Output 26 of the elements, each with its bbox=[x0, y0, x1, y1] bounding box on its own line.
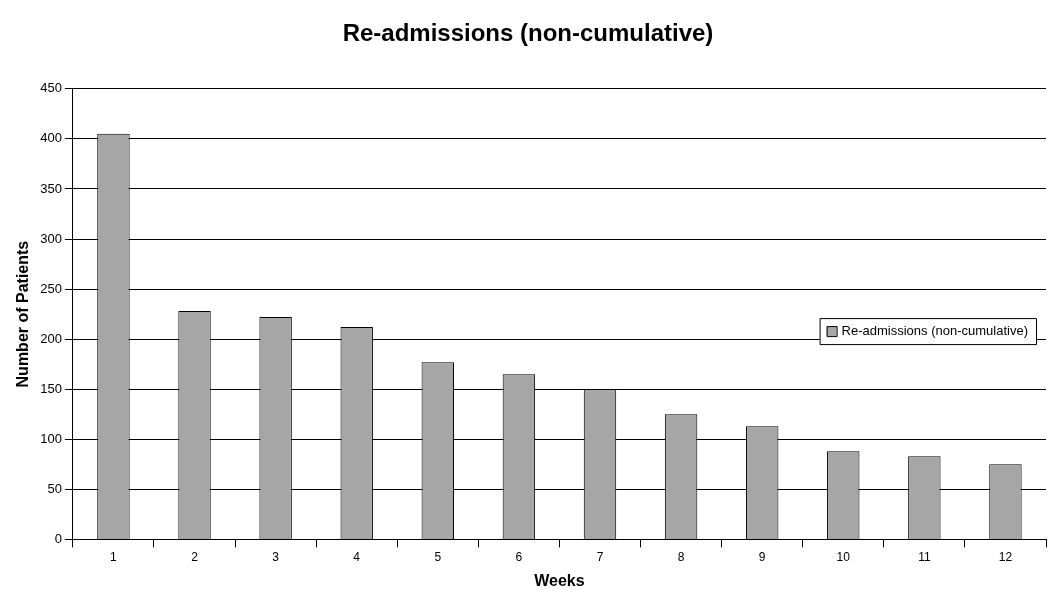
x-tick-label: 10 bbox=[836, 549, 851, 564]
x-tick-label: 1 bbox=[110, 549, 118, 564]
x-tick-label: 7 bbox=[596, 549, 604, 564]
x-tick-label: 5 bbox=[434, 549, 442, 564]
y-tick-label: 450 bbox=[40, 80, 62, 96]
chart-title: Re-admissions (non-cumulative) bbox=[342, 19, 714, 47]
y-tick-label: 0 bbox=[54, 530, 62, 546]
y-tick-label: 400 bbox=[40, 130, 62, 146]
y-tick-label: 50 bbox=[47, 480, 62, 496]
x-tick-label: 3 bbox=[272, 549, 280, 564]
y-tick-label: 300 bbox=[40, 230, 62, 246]
y-tick-label: 100 bbox=[40, 430, 62, 446]
y-tick-label: 250 bbox=[40, 280, 62, 296]
x-tick-label: 2 bbox=[191, 549, 199, 564]
y-tick-label: 150 bbox=[40, 380, 62, 396]
x-tick-label: 12 bbox=[998, 549, 1013, 564]
y-tick-label: 350 bbox=[40, 180, 62, 196]
x-tick-label: 11 bbox=[918, 549, 931, 564]
y-tick-label: 200 bbox=[40, 330, 62, 346]
y-axis-title: Number of Patients bbox=[14, 240, 32, 388]
x-axis-title: Weeks bbox=[534, 571, 585, 589]
legend-label: Re-admissions (non-cumulative) bbox=[841, 322, 1029, 338]
x-tick-label: 4 bbox=[353, 549, 361, 564]
x-tick-label: 9 bbox=[758, 549, 766, 564]
x-tick-label: 8 bbox=[677, 549, 685, 564]
x-tick-label: 6 bbox=[515, 549, 523, 564]
